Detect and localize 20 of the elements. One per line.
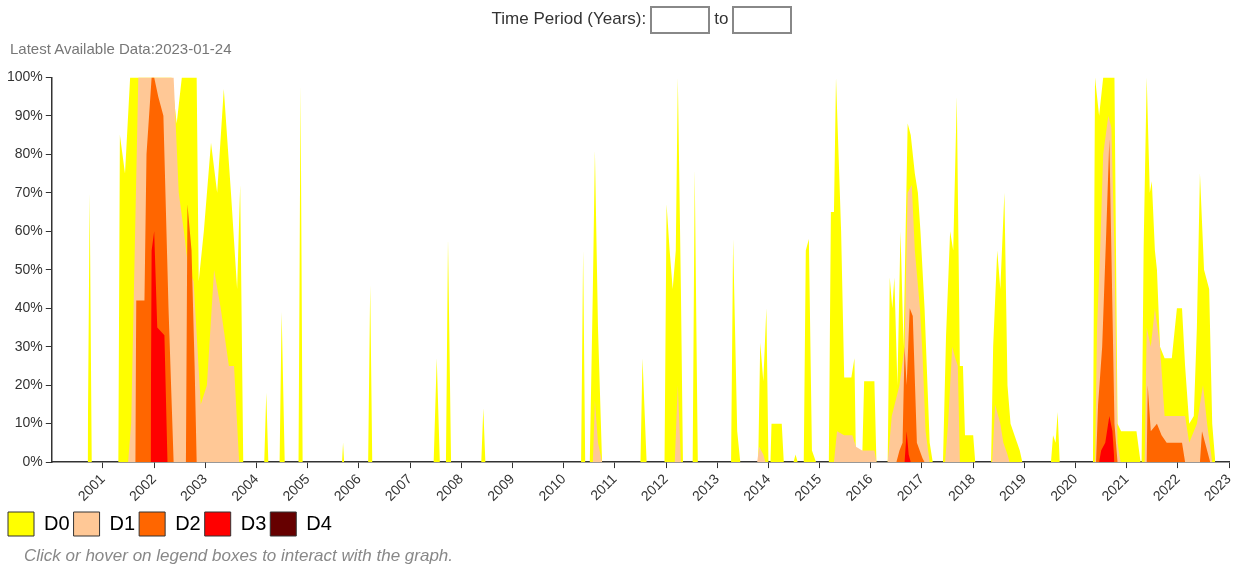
y-tick-label: 40% xyxy=(14,299,43,316)
legend-label: D4 xyxy=(306,511,332,534)
y-tick-label: 50% xyxy=(14,260,43,277)
chart-subtitle: Latest Available Data:2023-01-24 xyxy=(10,40,232,57)
y-tick-label: 80% xyxy=(14,145,43,162)
y-tick-label: 70% xyxy=(14,183,43,200)
legend-label: D3 xyxy=(240,511,267,534)
legend-label: D0 xyxy=(44,511,70,534)
y-tick-label: 30% xyxy=(14,337,43,354)
y-tick-label: 20% xyxy=(14,376,43,393)
y-tick-label: 0% xyxy=(22,452,43,469)
legend-label: D2 xyxy=(175,511,201,534)
text: Time Period (Years): xyxy=(491,9,647,29)
y-tick-label: 100% xyxy=(6,68,43,85)
text: Click or hover on legend boxes to interact with the graph. xyxy=(24,546,454,566)
text: to xyxy=(714,9,729,29)
legend-label: D1 xyxy=(109,511,136,534)
y-tick-label: 90% xyxy=(14,106,43,123)
y-tick-label: 10% xyxy=(14,414,43,431)
y-tick-label: 60% xyxy=(14,222,43,239)
